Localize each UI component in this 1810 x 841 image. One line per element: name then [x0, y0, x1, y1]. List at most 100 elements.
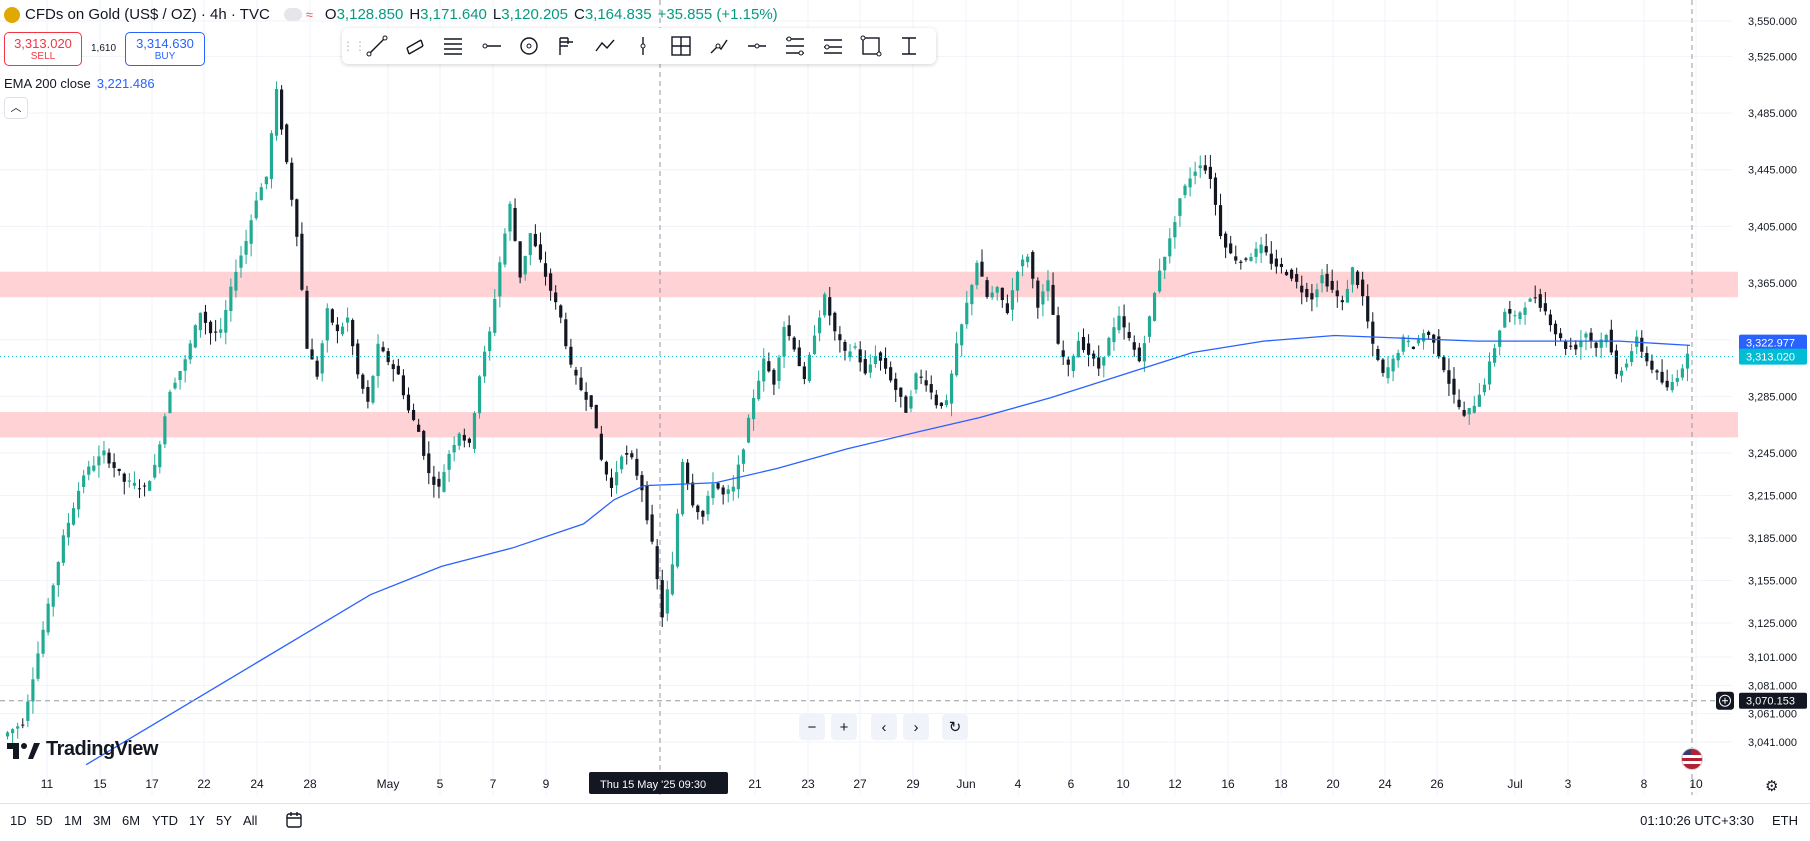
crosshair-box-icon[interactable] — [662, 28, 700, 64]
circle-icon[interactable] — [510, 28, 548, 64]
candle-body — [1518, 312, 1522, 320]
candle-body — [1411, 346, 1415, 349]
sell-button[interactable]: 3,313.020 SELL — [4, 32, 82, 66]
candle-body — [457, 433, 461, 446]
trend-line-icon[interactable] — [358, 28, 396, 64]
rectangle-icon[interactable] — [852, 28, 890, 64]
collapse-legend-button[interactable]: ︿ — [4, 97, 28, 119]
symbol-title[interactable]: CFDs on Gold (US$ / OZ) · 4h · TVC — [25, 6, 270, 23]
candle-body — [1036, 280, 1040, 308]
range-1m[interactable]: 1M — [64, 813, 83, 828]
gold-coin-icon — [4, 6, 20, 23]
candle-body — [894, 378, 898, 390]
candle-body — [1462, 410, 1466, 416]
candle-body — [1122, 316, 1126, 328]
candle-body — [1508, 309, 1512, 314]
candle-body — [1193, 171, 1197, 176]
projection-icon[interactable] — [700, 28, 738, 64]
candle-body — [873, 356, 878, 365]
candle-body — [625, 452, 629, 455]
candle-body — [1498, 330, 1502, 347]
candle-body — [1249, 256, 1253, 261]
candle-body — [1366, 296, 1370, 322]
range-ytd[interactable]: YTD — [152, 813, 178, 828]
candle-body — [1254, 248, 1258, 257]
reset-chart-button[interactable]: ↻ — [942, 714, 968, 740]
x-tick-label: 28 — [303, 777, 317, 791]
candle-body — [1051, 284, 1055, 315]
horizontal-line-icon[interactable] — [738, 28, 776, 64]
candle-body — [300, 233, 304, 290]
session-toggle[interactable]: ETH — [1772, 813, 1798, 828]
candle-body — [148, 481, 152, 491]
candle-body — [36, 653, 40, 679]
candle-body — [411, 409, 416, 421]
candle-body — [929, 384, 933, 393]
range-6m[interactable]: 6M — [122, 813, 141, 828]
price-range-icon[interactable] — [890, 28, 928, 64]
range-3m[interactable]: 3M — [93, 813, 112, 828]
candle-body — [1589, 332, 1593, 341]
drag-handle-icon[interactable]: ⋮⋮ — [342, 39, 366, 53]
clock-timezone[interactable]: 01:10:26 UTC+3:30 — [1640, 813, 1754, 828]
range-1d[interactable]: 1D — [10, 813, 27, 828]
candle-body — [584, 391, 588, 400]
range-5y[interactable]: 5Y — [216, 813, 232, 828]
scroll-left-button[interactable]: ‹ — [871, 714, 897, 740]
candle-body — [665, 589, 669, 614]
candle-body — [1371, 321, 1375, 344]
long-position-icon[interactable] — [776, 28, 814, 64]
ema-legend[interactable]: EMA 200 close 3,221.486 — [4, 76, 155, 91]
visibility-toggle-icon[interactable] — [283, 8, 302, 21]
vertical-line-icon[interactable] — [624, 28, 662, 64]
us-flag-icon[interactable] — [1681, 748, 1703, 770]
settings-gear-icon[interactable]: ⚙ — [1765, 778, 1779, 795]
crosshair-time-label: Thu 15 May '25 09:30 — [600, 779, 706, 791]
x-tick-label: 6 — [1068, 777, 1075, 791]
candle-body — [1320, 275, 1324, 284]
candle-body — [1076, 340, 1081, 358]
candle-body — [153, 464, 157, 478]
candle-body — [802, 366, 806, 380]
channel-icon[interactable] — [396, 28, 434, 64]
candle-body — [1208, 166, 1212, 179]
candle-body — [594, 404, 598, 429]
path-icon[interactable] — [586, 28, 624, 64]
short-position-icon[interactable] — [814, 28, 852, 64]
y-tick-label: 3,081.000 — [1748, 680, 1797, 692]
buy-button[interactable]: 3,314.630 BUY — [125, 32, 205, 66]
chevron-up-icon: ︿ — [10, 102, 22, 114]
candle-body — [127, 480, 131, 482]
horizontal-ray-icon[interactable] — [472, 28, 510, 64]
range-5d[interactable]: 5D — [36, 813, 53, 828]
candle-body — [1269, 253, 1273, 264]
range-all[interactable]: All — [243, 813, 258, 828]
scroll-right-button[interactable]: › — [903, 714, 929, 740]
pitchfork-icon[interactable] — [548, 28, 586, 64]
candle-body — [1579, 340, 1583, 348]
candle-body — [1685, 353, 1690, 369]
go-to-date-icon[interactable] — [284, 810, 304, 833]
range-1y[interactable]: 1Y — [189, 813, 205, 828]
candle-body — [41, 629, 45, 654]
candle-body — [188, 343, 192, 360]
candle-body — [1340, 300, 1344, 303]
candle-body — [71, 508, 76, 525]
candle-body — [853, 346, 857, 348]
candle-body — [259, 187, 263, 201]
fib-icon[interactable] — [434, 28, 472, 64]
candle-body — [51, 585, 55, 607]
zoom-in-button[interactable]: + — [831, 714, 857, 740]
candle-body — [1350, 267, 1355, 285]
ohlc-close-key: C — [573, 6, 585, 23]
zoom-out-button[interactable]: − — [799, 714, 825, 740]
brand-name: TradingView — [46, 738, 158, 760]
candle-body — [757, 380, 761, 400]
candle-body — [335, 324, 340, 332]
candle-body — [995, 287, 999, 293]
candle-body — [381, 347, 385, 352]
candle-body — [889, 367, 893, 381]
candle-body — [280, 89, 284, 130]
ohlc-open-value: 3,128.850 — [336, 6, 404, 23]
